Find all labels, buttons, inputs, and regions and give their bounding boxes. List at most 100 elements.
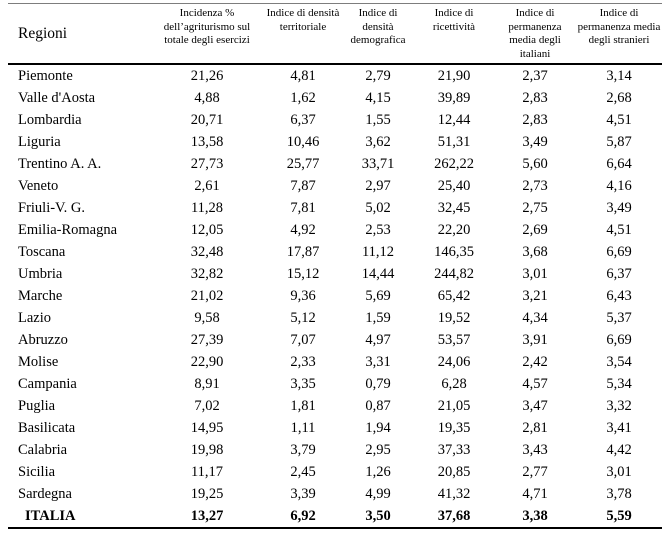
- column-header: Indice di permanenza media degli stranie…: [576, 3, 662, 65]
- value-cell: 5,02: [365, 199, 391, 216]
- value-cell: 12,44: [437, 111, 471, 128]
- value-cell: 5,37: [606, 309, 632, 326]
- table-row: Molise 22,90 2,33 3,31 24,06 2,42 3,54: [8, 351, 662, 373]
- value-cell: 1,62: [290, 89, 316, 106]
- value-cell: 6,43: [606, 287, 632, 304]
- column-header: Indice di permanenza media degli italian…: [494, 3, 576, 65]
- value-cell: 7,81: [290, 199, 316, 216]
- value-cell: 2,79: [365, 67, 391, 84]
- value-cell: 3,01: [522, 265, 548, 282]
- total-value-cell: 6,92: [264, 505, 342, 529]
- value-cell: 12,05: [190, 221, 224, 238]
- table-row: Toscana 32,48 17,87 11,12 146,35 3,68 6,69: [8, 241, 662, 263]
- region-cell: Basilicata: [18, 419, 76, 436]
- value-cell: 4,71: [522, 485, 548, 502]
- value-cell: 11,28: [190, 199, 224, 216]
- value-cell: 2,69: [522, 221, 548, 238]
- value-cell: 27,39: [190, 331, 224, 348]
- value-cell: 2,95: [365, 441, 391, 458]
- value-cell: 6,69: [606, 243, 632, 260]
- region-cell: Calabria: [18, 441, 68, 458]
- region-cell: Molise: [18, 353, 59, 370]
- value-cell: 2,77: [522, 463, 548, 480]
- region-cell: Sardegna: [18, 485, 72, 502]
- total-value-cell: 3,38: [494, 505, 576, 529]
- region-cell: Marche: [18, 287, 63, 304]
- value-cell: 4,51: [606, 111, 632, 128]
- value-cell: 3,68: [522, 243, 548, 260]
- value-cell: 21,02: [190, 287, 224, 304]
- value-cell: 21,05: [437, 397, 471, 414]
- value-cell: 14,95: [190, 419, 224, 436]
- value-cell: 33,71: [361, 155, 395, 172]
- column-header: Indice di densità demografica: [342, 3, 414, 65]
- value-cell: 1,26: [365, 463, 391, 480]
- total-value-cell: 5,59: [576, 505, 662, 529]
- table-row: Piemonte 21,26 4,81 2,79 21,90 2,37 3,14: [8, 64, 662, 87]
- value-cell: 1,55: [365, 111, 391, 128]
- value-cell: 11,12: [361, 243, 395, 260]
- value-cell: 4,15: [365, 89, 391, 106]
- region-cell: Sicilia: [18, 463, 56, 480]
- value-cell: 4,42: [606, 441, 632, 458]
- value-cell: 1,81: [290, 397, 316, 414]
- value-cell: 51,31: [437, 133, 471, 150]
- value-cell: 0,87: [365, 397, 391, 414]
- value-cell: 20,85: [437, 463, 471, 480]
- value-cell: 2,83: [522, 111, 548, 128]
- value-cell: 21,90: [437, 67, 471, 84]
- value-cell: 3,47: [522, 397, 548, 414]
- table-row: Friuli-V. G. 11,28 7,81 5,02 32,45 2,75 3,49: [8, 197, 662, 219]
- value-cell: 15,12: [286, 265, 320, 282]
- region-cell: Toscana: [18, 243, 66, 260]
- value-cell: 3,62: [365, 133, 391, 150]
- table-row: Basilicata 14,95 1,11 1,94 19,35 2,81 3,41: [8, 417, 662, 439]
- region-cell: Liguria: [18, 133, 61, 150]
- value-cell: 2,42: [522, 353, 548, 370]
- value-cell: 5,34: [606, 375, 632, 392]
- value-cell: 25,40: [437, 177, 471, 194]
- value-cell: 4,97: [365, 331, 391, 348]
- table-row: Sardegna 19,25 3,39 4,99 41,32 4,71 3,78: [8, 483, 662, 505]
- value-cell: 4,88: [194, 89, 220, 106]
- table-row: Lazio 9,58 5,12 1,59 19,52 4,34 5,37: [8, 307, 662, 329]
- value-cell: 11,17: [190, 463, 224, 480]
- value-cell: 17,87: [286, 243, 320, 260]
- value-cell: 2,83: [522, 89, 548, 106]
- table-row: Veneto 2,61 7,87 2,97 25,40 2,73 4,16: [8, 175, 662, 197]
- value-cell: 3,39: [290, 485, 316, 502]
- value-cell: 32,48: [190, 243, 224, 260]
- value-cell: 65,42: [437, 287, 471, 304]
- region-cell: Valle d'Aosta: [18, 89, 96, 106]
- header-row: Regioni Incidenza % dell’agriturismo sul…: [8, 3, 662, 65]
- table-row: Emilia-Romagna 12,05 4,92 2,53 22,20 2,69 4,51: [8, 219, 662, 241]
- value-cell: 32,45: [437, 199, 471, 216]
- region-cell: Umbria: [18, 265, 63, 282]
- value-cell: 4,81: [290, 67, 316, 84]
- value-cell: 2,97: [365, 177, 391, 194]
- value-cell: 146,35: [434, 243, 474, 260]
- total-value-cell: 37,68: [414, 505, 494, 529]
- value-cell: 3,32: [606, 397, 632, 414]
- table-row: Abruzzo 27,39 7,07 4,97 53,57 3,91 6,69: [8, 329, 662, 351]
- value-cell: 2,75: [522, 199, 548, 216]
- value-cell: 5,60: [522, 155, 548, 172]
- table-row: Valle d'Aosta 4,88 1,62 4,15 39,89 2,83 2,68: [8, 87, 662, 109]
- value-cell: 3,35: [290, 375, 316, 392]
- table-row: Liguria 13,58 10,46 3,62 51,31 3,49 5,87: [8, 131, 662, 153]
- value-cell: 6,37: [290, 111, 316, 128]
- region-cell: Puglia: [18, 397, 56, 414]
- value-cell: 22,20: [437, 221, 471, 238]
- value-cell: 32,82: [190, 265, 224, 282]
- value-cell: 4,92: [290, 221, 316, 238]
- value-cell: 1,94: [365, 419, 391, 436]
- value-cell: 3,79: [290, 441, 316, 458]
- value-cell: 4,16: [606, 177, 632, 194]
- region-cell: Veneto: [18, 177, 59, 194]
- value-cell: 9,36: [290, 287, 316, 304]
- total-region-cell: ITALIA: [8, 505, 150, 529]
- region-cell: Campania: [18, 375, 77, 392]
- value-cell: 6,69: [606, 331, 632, 348]
- value-cell: 39,89: [437, 89, 471, 106]
- region-cell: Abruzzo: [18, 331, 68, 348]
